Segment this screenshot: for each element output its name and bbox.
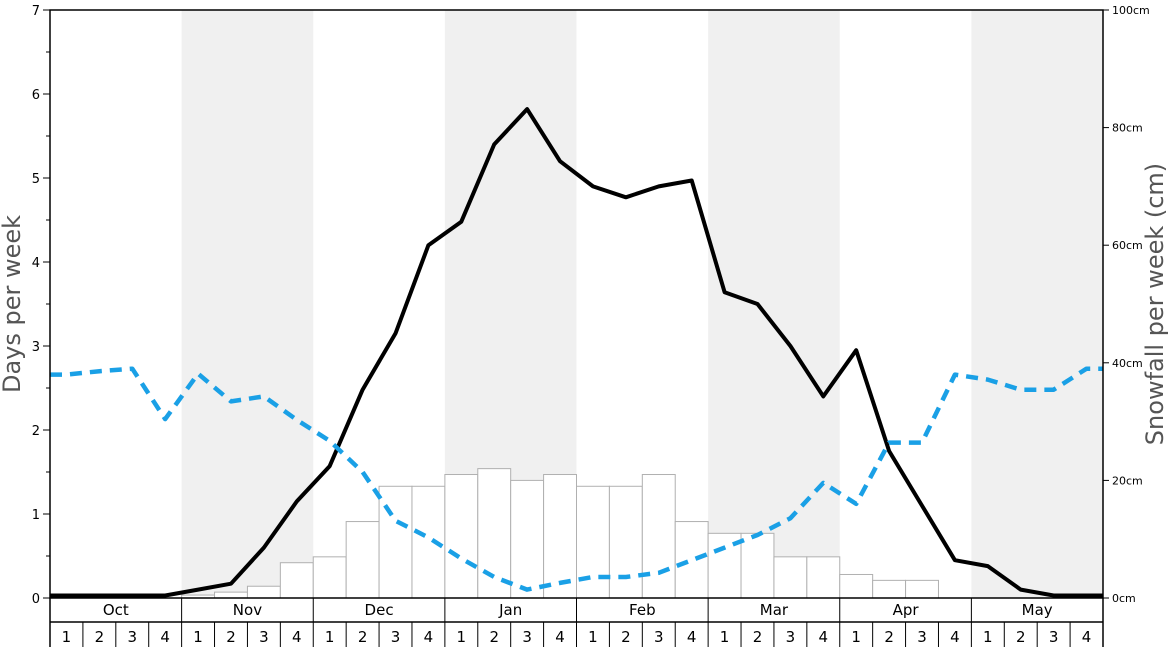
week-label: 4 (819, 628, 829, 646)
snowfall-bar (905, 579, 939, 599)
week-label: 1 (457, 628, 467, 646)
month-label: Jan (498, 601, 522, 619)
month-label: Nov (233, 601, 262, 619)
month-label: Apr (893, 601, 920, 619)
week-label: 3 (259, 628, 269, 646)
week-label: 4 (555, 628, 565, 646)
snowfall-bar (378, 485, 413, 599)
snowfall-bar (312, 556, 347, 599)
y-tick-label: 0 (32, 592, 40, 607)
y2-tick-label: 80cm (1112, 122, 1143, 135)
snowfall-bar (608, 485, 643, 599)
week-label: 1 (588, 628, 598, 646)
snowfall-bar (806, 556, 841, 599)
y-axis-label: Days per week (0, 215, 26, 393)
left-axis: 0 1 2 3 4 5 6 7 (32, 4, 50, 607)
snowfall-bar (674, 521, 709, 599)
y-tick-label: 2 (32, 424, 40, 439)
week-label: 1 (325, 628, 335, 646)
snowfall-bar (246, 585, 281, 599)
month-shading-layer (181, 10, 1103, 598)
snowfall-bar (214, 591, 248, 599)
week-label: 4 (292, 628, 302, 646)
y-tick-label: 6 (32, 88, 40, 103)
y2-tick-label: 60cm (1112, 239, 1143, 252)
month-label: Oct (103, 601, 129, 619)
y2-tick-label: 40cm (1112, 357, 1143, 370)
week-label: 1 (851, 628, 861, 646)
month-label: Feb (629, 601, 656, 619)
week-label: 3 (391, 628, 401, 646)
y2-tick-label: 100cm (1112, 4, 1150, 17)
week-label: 4 (424, 628, 434, 646)
snowfall-bar (740, 532, 775, 599)
snowfall-bar (279, 562, 314, 599)
y2-tick-label: 0cm (1112, 592, 1136, 605)
month-label: Mar (760, 601, 789, 619)
y-tick-label: 1 (32, 508, 40, 523)
y-tick-label: 5 (32, 172, 40, 187)
snowfall-bar (477, 468, 512, 599)
week-label: 3 (654, 628, 664, 646)
week-label: 3 (917, 628, 927, 646)
snowfall-bars-layer (181, 468, 939, 599)
week-label: 3 (1049, 628, 1059, 646)
week-label: 2 (1016, 628, 1026, 646)
week-label: 2 (358, 628, 368, 646)
week-label: 3 (522, 628, 532, 646)
snowfall-bar (510, 479, 545, 599)
snowfall-bar (641, 474, 676, 599)
month-label: Dec (365, 601, 394, 619)
month-band-nov (181, 10, 314, 598)
week-label: 3 (786, 628, 796, 646)
snowfall-bar (411, 485, 446, 599)
solid-series-line (50, 107, 1103, 598)
snowfall-bar (444, 474, 479, 599)
week-label: 2 (621, 628, 631, 646)
week-label: 4 (687, 628, 697, 646)
y-tick-label: 3 (32, 340, 40, 355)
week-label: 1 (62, 628, 72, 646)
y-tick-label: 7 (32, 4, 40, 19)
right-axis: 0cm 20cm 40cm 60cm 80cm 100cm (1103, 4, 1150, 605)
month-band-mar (708, 10, 840, 598)
week-label: 2 (489, 628, 499, 646)
week-label: 2 (95, 628, 105, 646)
y2-tick-label: 20cm (1112, 474, 1143, 487)
week-label: 4 (950, 628, 960, 646)
snowfall-bar (345, 521, 380, 599)
month-band-may (971, 10, 1103, 598)
snowfall-bar (543, 474, 577, 599)
week-label: 1 (193, 628, 203, 646)
week-label: 4 (1082, 628, 1092, 646)
month-label: May (1022, 601, 1053, 619)
dashed-series-line (50, 366, 1103, 592)
week-label: 2 (884, 628, 894, 646)
week-label: 2 (753, 628, 763, 646)
snowfall-bar (839, 573, 874, 599)
week-label: 1 (720, 628, 730, 646)
y-tick-label: 4 (32, 256, 40, 271)
week-label: 1 (983, 628, 993, 646)
x-axis-table: Oct 1 2 3 4 Nov 1 2 3 4 Dec 1 2 3 4 Jan 1 2 3 4 Feb 1 2 3 4 Mar 1 2… (49, 598, 1104, 647)
y2-axis-label: Snowfall per week (cm) (1141, 163, 1168, 445)
series-lines-layer (50, 107, 1103, 598)
week-label: 2 (226, 628, 236, 646)
snowfall-bar (773, 556, 808, 599)
week-label: 4 (160, 628, 170, 646)
week-label: 3 (127, 628, 137, 646)
snowfall-bar (872, 579, 907, 599)
